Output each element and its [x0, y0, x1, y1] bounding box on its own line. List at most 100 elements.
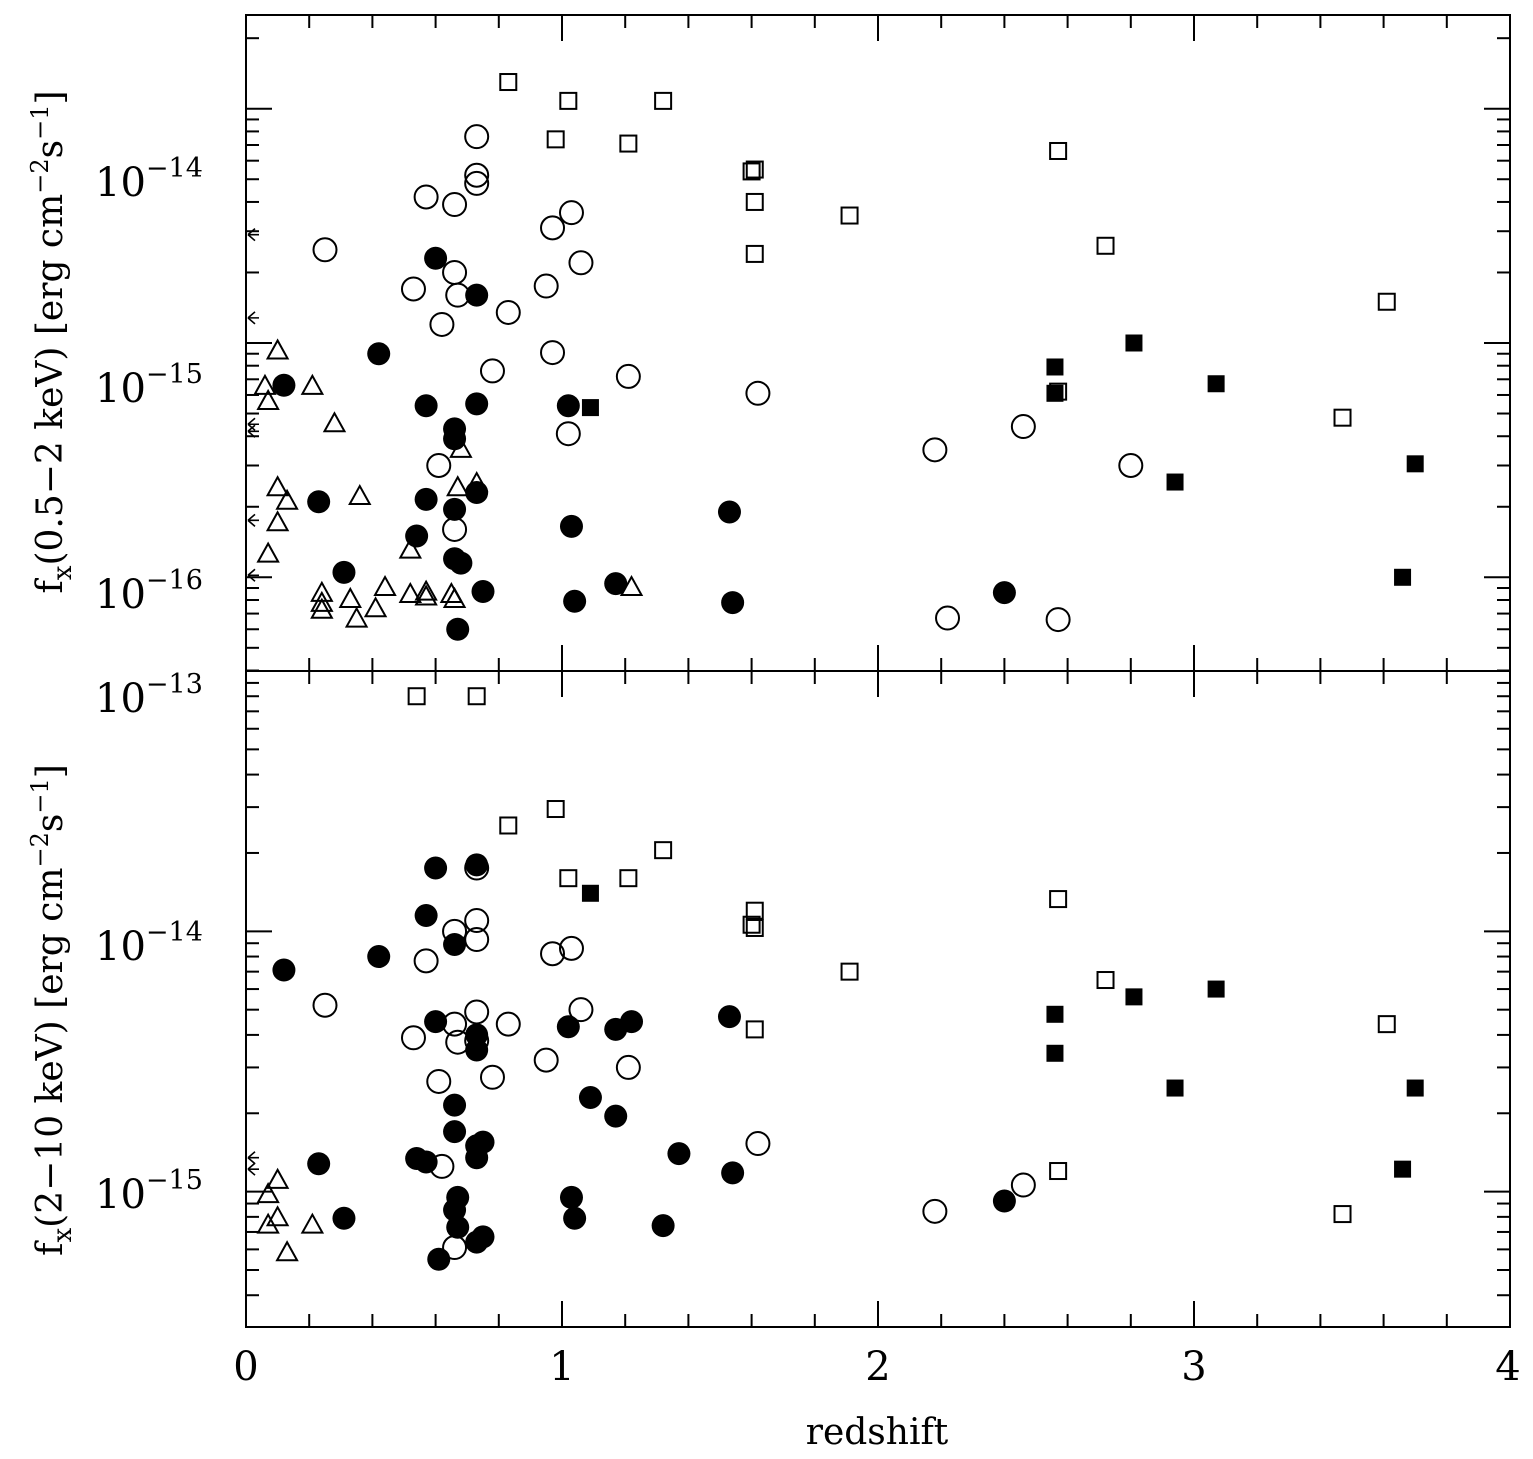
filled-circle-point	[424, 246, 448, 270]
filled-square-point	[1394, 568, 1412, 586]
y-tick-label: 10−15	[95, 1165, 203, 1218]
open-circle-point	[464, 124, 490, 150]
filled-circle-point	[721, 591, 745, 615]
open-circle-point	[540, 941, 566, 967]
x-axis-label: redshift	[806, 1412, 949, 1453]
open-circle-point	[540, 215, 566, 241]
filled-circle-point	[414, 904, 438, 928]
y-tick-label: 10−13	[95, 669, 203, 722]
open-triangle-point	[619, 574, 644, 597]
open-circle-point	[558, 200, 584, 226]
filled-circle-point	[332, 560, 356, 584]
open-square-point	[745, 192, 764, 211]
filled-circle-point	[449, 551, 473, 575]
open-circle-point	[413, 948, 439, 974]
open-square-point	[499, 816, 518, 835]
open-triangle-point	[310, 597, 334, 619]
filled-circle-point	[471, 1225, 495, 1249]
open-square-point	[1049, 1162, 1068, 1181]
open-square-point	[745, 160, 764, 179]
open-square-point	[619, 134, 638, 153]
open-circle-point	[922, 437, 948, 463]
filled-circle-point	[563, 1206, 587, 1230]
open-triangle-point	[256, 388, 280, 410]
filled-square-point	[581, 884, 599, 902]
filled-circle-point	[427, 1247, 451, 1271]
filled-circle-point	[443, 497, 467, 521]
open-triangle-point	[265, 1167, 290, 1189]
open-circle-point	[935, 605, 961, 631]
open-triangle-point	[449, 436, 473, 458]
top-panel: 10−14 10−15 10−16 fx(0.5−2 keV) [erg cm−…	[26, 14, 1511, 672]
open-square-point	[840, 962, 859, 981]
open-triangle-point	[373, 574, 397, 597]
open-circle-point	[1010, 1172, 1036, 1198]
x-tick-label: 1	[549, 1344, 574, 1390]
open-triangle-point	[265, 1205, 290, 1227]
open-square-point	[1377, 1015, 1396, 1034]
open-circle-point	[429, 311, 455, 337]
filled-square-point	[581, 399, 599, 417]
x-tick-labels: 0 1 2 3 4	[233, 1344, 1520, 1390]
filled-square-point	[1166, 1079, 1184, 1097]
bottom-panel-marks	[247, 687, 1424, 1271]
open-triangle-point	[338, 586, 362, 608]
filled-square-point	[1125, 988, 1143, 1006]
open-square-point	[467, 687, 486, 706]
filled-circle-point	[332, 1206, 356, 1230]
filled-circle-point	[307, 1152, 331, 1176]
filled-circle-point	[465, 1038, 489, 1062]
filled-circle-point	[367, 342, 391, 366]
open-circle-point	[615, 363, 641, 389]
filled-circle-point	[443, 1120, 467, 1144]
open-triangle-point	[300, 373, 325, 395]
open-square-point	[559, 91, 578, 110]
open-circle-point	[615, 1054, 641, 1080]
open-circle-point	[312, 992, 338, 1018]
open-triangle-point	[464, 470, 489, 493]
open-triangle-point	[265, 338, 290, 360]
filled-circle-point	[559, 1185, 583, 1209]
filled-circle-point	[667, 1142, 691, 1166]
open-square-point	[1096, 236, 1115, 255]
filled-circle-point	[446, 1185, 470, 1209]
top-panel-y-tick-labels: 10−14 10−15 10−16	[95, 153, 203, 618]
filled-circle-point	[424, 1010, 448, 1034]
open-circle-point	[568, 997, 594, 1023]
filled-circle-point	[563, 589, 587, 613]
filled-square-point	[1406, 1079, 1424, 1097]
x-tick-label: 4	[1495, 1344, 1520, 1390]
filled-circle-point	[414, 487, 438, 511]
open-triangle-point	[442, 586, 467, 608]
open-triangle-point	[414, 584, 438, 606]
x-tick-label: 0	[233, 1344, 258, 1390]
open-triangle-point	[256, 541, 280, 563]
open-triangle-point	[256, 1212, 280, 1234]
open-square-point	[1333, 1205, 1352, 1224]
filled-circle-point	[446, 617, 470, 641]
filled-circle-point	[471, 1130, 495, 1154]
open-circle-point	[540, 340, 566, 366]
open-triangle-point	[310, 590, 334, 612]
open-triangle-point	[398, 537, 423, 559]
upper-limit-arrow-point	[247, 1151, 259, 1165]
open-triangle-point	[322, 411, 347, 433]
open-triangle-point	[256, 1182, 280, 1204]
filled-circle-point	[471, 579, 495, 603]
top-panel-y-axis-label: fx(0.5−2 keV) [erg cm−2s−1]	[26, 90, 78, 593]
filled-circle-point	[465, 392, 489, 416]
filled-circle-point	[992, 581, 1016, 605]
filled-circle-point	[559, 514, 583, 538]
upper-limit-arrow-point	[247, 568, 259, 582]
open-circle-point	[312, 237, 338, 263]
open-circle-point	[533, 273, 559, 299]
open-circle-point	[1010, 414, 1036, 440]
filled-square-point	[1046, 1005, 1064, 1023]
filled-circle-point	[443, 1093, 467, 1117]
open-circle-point	[922, 1198, 948, 1224]
open-square-point	[745, 244, 764, 263]
open-square-point	[745, 918, 764, 937]
upper-limit-arrow-point	[247, 228, 259, 242]
filled-circle-point	[367, 945, 391, 969]
open-square-point	[654, 841, 673, 860]
